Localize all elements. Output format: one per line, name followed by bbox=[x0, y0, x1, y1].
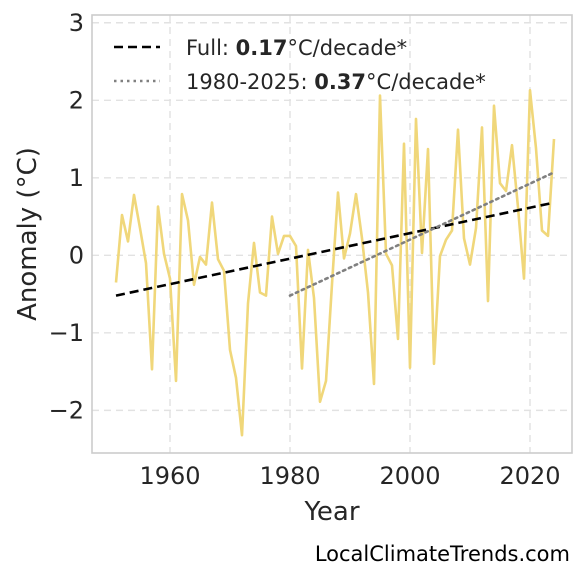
legend-full-suffix: °C/decade* bbox=[288, 36, 408, 60]
legend-full-value: 0.17 bbox=[236, 36, 288, 60]
plot-frame bbox=[91, 14, 573, 454]
y-tick-label: −1 bbox=[49, 319, 84, 347]
x-tick-label: 2020 bbox=[499, 462, 560, 490]
y-tick-label: 1 bbox=[69, 164, 84, 192]
y-tick-label: −2 bbox=[49, 396, 84, 424]
site-credit: LocalClimateTrends.com bbox=[315, 542, 570, 566]
legend-recent-label: 1980-2025: 0.37°C/decade* bbox=[186, 70, 486, 94]
legend-full-prefix: Full: bbox=[186, 36, 236, 60]
legend-recent-suffix: °C/decade* bbox=[366, 70, 486, 94]
legend: Full: 0.17°C/decade* 1980-2025: 0.37°C/d… bbox=[114, 36, 486, 94]
anomaly-series-line bbox=[114, 88, 556, 437]
full-trend-line bbox=[115, 201, 555, 297]
x-tick-labels: 1960 1980 2000 2020 bbox=[139, 462, 560, 490]
y-tick-label: 2 bbox=[69, 86, 84, 114]
legend-full-label: Full: 0.17°C/decade* bbox=[186, 36, 407, 60]
x-tick-label: 1960 bbox=[139, 462, 200, 490]
legend-recent-prefix: 1980-2025: bbox=[186, 70, 314, 94]
x-tick-label: 2000 bbox=[379, 462, 440, 490]
recent-trend-line bbox=[288, 171, 556, 297]
y-tick-label: 3 bbox=[69, 9, 84, 37]
x-tick-label: 1980 bbox=[259, 462, 320, 490]
y-tick-label: 0 bbox=[69, 241, 84, 269]
legend-recent-value: 0.37 bbox=[314, 70, 366, 94]
y-axis-label: Anomaly (°C) bbox=[13, 147, 43, 321]
x-axis-label: Year bbox=[303, 497, 359, 527]
y-tick-labels: −2 −1 0 1 2 3 bbox=[49, 9, 84, 425]
series-lines bbox=[114, 88, 556, 437]
